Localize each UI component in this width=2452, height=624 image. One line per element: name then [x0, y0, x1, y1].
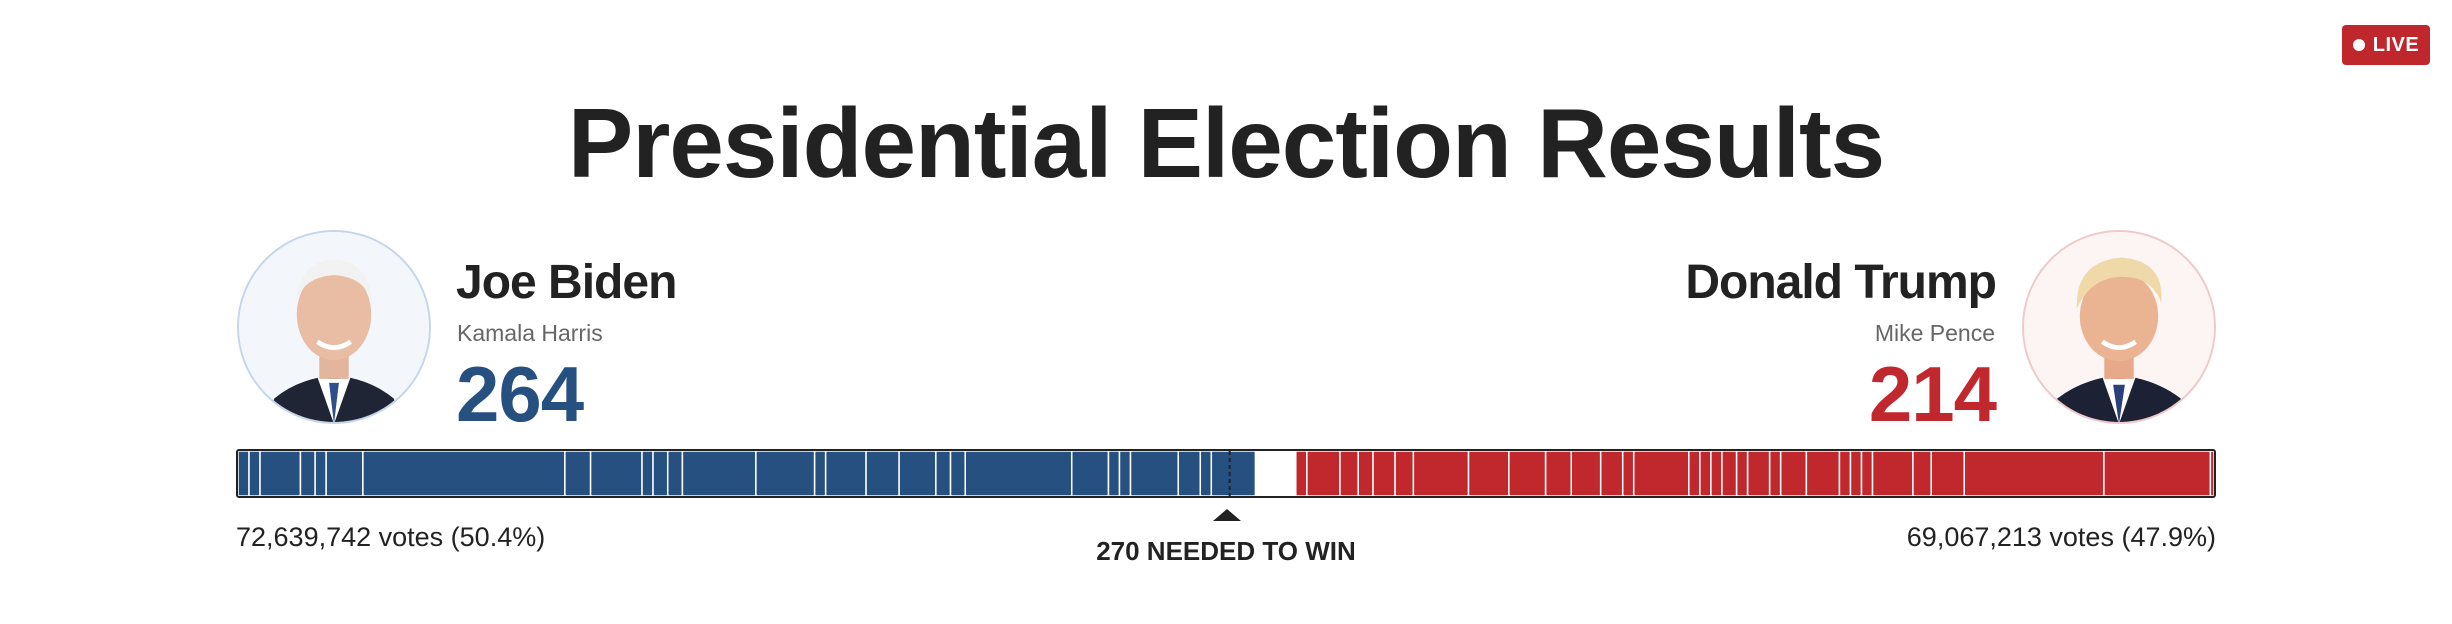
republican-state-block [1930, 451, 1965, 496]
democrat-state-block [964, 451, 1073, 496]
live-label: LIVE [2372, 33, 2420, 56]
republican-state-block [1768, 451, 1782, 496]
democrat-state-block [259, 451, 302, 496]
democrat-state-block [1107, 451, 1121, 496]
win-threshold-marker-icon [1213, 509, 1241, 521]
republican-state-block [1632, 451, 1690, 496]
democrat-state-block [949, 451, 966, 496]
democrat-state-block [666, 451, 684, 496]
republican-state-block [1699, 451, 1712, 496]
democrat-state-block [362, 451, 566, 496]
republican-state-block [1394, 451, 1415, 496]
democrat-running-mate: Kamala Harris [457, 320, 603, 346]
democrat-state-block [564, 451, 592, 496]
republican-state-block [1735, 451, 1749, 496]
democrat-state-block [813, 451, 827, 496]
republican-state-block [1372, 451, 1396, 496]
democrat-state-block [248, 451, 261, 496]
republican-state-block [1621, 451, 1635, 496]
republican-state-block [1838, 451, 1852, 496]
republican-state-block [1805, 451, 1841, 496]
page-title: Presidential Election Results [567, 88, 1885, 198]
republican-state-block [1570, 451, 1602, 496]
democrat-state-block [1129, 451, 1180, 496]
republican-state-block [1688, 451, 1701, 496]
democrat-state-block [935, 451, 952, 496]
republican-state-block [2103, 451, 2212, 496]
democrat-state-block [824, 451, 867, 496]
democrat-state-block [1199, 451, 1213, 496]
republican-state-block [1860, 451, 1874, 496]
republican-state-block [1295, 451, 1308, 496]
live-badge: LIVE [2342, 25, 2430, 65]
republican-state-block [1412, 451, 1470, 496]
republican-electoral-votes: 214 [1868, 350, 1997, 438]
democrat-state-block [1118, 451, 1132, 496]
democrat-state-block [865, 451, 900, 496]
electoral-vote-bar [236, 449, 2216, 498]
democrat-candidate-name: Joe Biden [456, 256, 677, 309]
republican-state-block [1357, 451, 1374, 496]
democrat-electoral-votes: 264 [456, 350, 584, 438]
republican-state-block [1467, 451, 1510, 496]
democrat-state-block [1210, 451, 1257, 496]
republican-state-block [1912, 451, 1932, 496]
republican-candidate-name: Donald Trump [1685, 256, 1997, 309]
republican-state-block [1746, 451, 1771, 496]
live-dot-icon [2352, 39, 2365, 51]
democrat-state-block [589, 451, 643, 496]
republican-state-block [1710, 451, 1723, 496]
democrat-state-block [652, 451, 669, 496]
republican-state-block [1306, 451, 1341, 496]
democrat-state-block [325, 451, 364, 496]
republican-state-block [1544, 451, 1572, 496]
republican-state-block [1339, 451, 1359, 496]
democrat-popular-vote: 72,639,742 votes (50.4%) [236, 522, 546, 552]
democrat-state-block [898, 451, 937, 496]
republican-state-block [1779, 451, 1808, 496]
republican-popular-vote: 69,067,213 votes (47.9%) [1906, 522, 2216, 552]
democrat-state-block [238, 451, 250, 496]
democrat-state-block [299, 451, 316, 496]
republican-state-block [1871, 451, 1914, 496]
democrat-state-block [681, 451, 757, 496]
republican-state-block [1599, 451, 1624, 496]
republican-state-block [1849, 451, 1863, 496]
republican-state-block [1721, 451, 1738, 496]
democrat-state-block [755, 451, 816, 496]
needed-to-win-label: 270 NEEDED TO WIN [1096, 536, 1356, 566]
democrat-state-block [1177, 451, 1202, 496]
republican-state-block [1508, 451, 1547, 496]
republican-state-block [1963, 451, 2105, 496]
democrat-state-block [314, 451, 327, 496]
candidate-portrait-icon [2022, 230, 2216, 424]
democrat-state-block [641, 451, 654, 496]
democrat-state-block [1070, 451, 1110, 496]
republican-running-mate: Mike Pence [1874, 320, 1995, 346]
candidate-portrait-icon [237, 230, 431, 424]
